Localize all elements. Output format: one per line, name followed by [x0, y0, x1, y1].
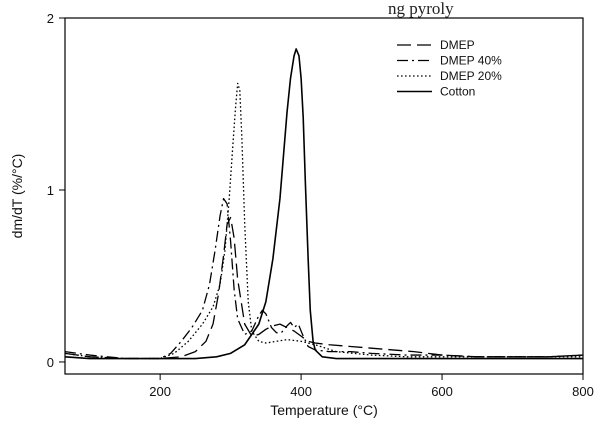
- header-fragment-text: ng pyroly: [388, 0, 454, 18]
- legend-label: Cotton: [440, 85, 475, 99]
- legend-label: DMEP: [440, 38, 475, 52]
- legend: DMEP DMEP 40%DMEP 20% Cotton: [397, 38, 502, 99]
- series-line-cotton: [64, 48, 583, 360]
- x-tick-label: 400: [290, 384, 312, 399]
- x-tick-label: 200: [149, 384, 171, 399]
- plot-area: [64, 17, 584, 375]
- y-tick-label: 2: [47, 11, 54, 26]
- y-axis-ticks: 0 1 2: [47, 11, 65, 370]
- legend-label: DMEP 20%: [440, 69, 502, 83]
- series-line-dmep-20: [64, 82, 583, 360]
- series-line-dmep-40: [64, 197, 584, 360]
- y-axis-label: dm/dT (%/°C): [9, 154, 25, 239]
- x-axis-ticks: 200 400 600 800: [149, 374, 594, 399]
- x-axis-label: Temperature (°C): [270, 402, 378, 418]
- y-tick-label: 1: [47, 183, 54, 198]
- series-line-dmep: [64, 216, 584, 360]
- y-tick-label: 0: [47, 355, 54, 370]
- x-tick-label: 800: [572, 384, 594, 399]
- x-tick-label: 600: [431, 384, 453, 399]
- plot-border: [64, 17, 584, 375]
- series-layer: [64, 48, 584, 360]
- legend-label: DMEP 40%: [440, 54, 502, 68]
